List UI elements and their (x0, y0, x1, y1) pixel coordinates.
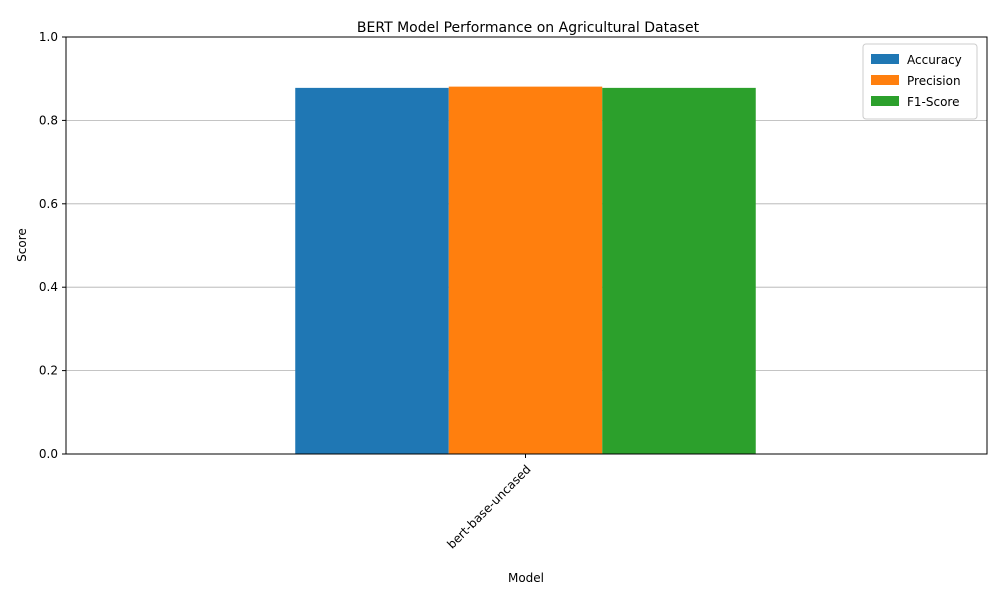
legend-swatch (871, 75, 899, 85)
x-tick-label: bert-base-uncased (444, 462, 533, 551)
y-tick-label: 1.0 (39, 30, 58, 44)
y-tick-label: 0.6 (39, 197, 58, 211)
legend-label: Accuracy (907, 53, 962, 67)
bar-f1-score (602, 87, 756, 455)
legend-swatch (871, 96, 899, 106)
bars (295, 86, 756, 455)
y-tick-label: 0.4 (39, 280, 58, 294)
x-axis-label: Model (508, 571, 544, 585)
legend: Accuracy Precision F1-Score (862, 43, 978, 120)
chart-title: BERT Model Performance on Agricultural D… (357, 20, 700, 36)
legend-label: Precision (907, 74, 961, 88)
y-tick-label: 0.0 (39, 447, 58, 461)
y-tick-label: 0.8 (39, 113, 58, 127)
plot-frame (65, 36, 988, 455)
x-axis-ticks: bert-base-uncased (444, 454, 534, 552)
legend-swatch (871, 54, 899, 64)
bar-accuracy (295, 87, 449, 455)
y-axis-label: Score (15, 228, 29, 262)
y-axis-ticks: 0.0 0.2 0.4 0.6 0.8 1.0 (39, 30, 66, 461)
y-tick-label: 0.2 (39, 364, 58, 378)
bar-precision (448, 86, 603, 455)
legend-label: F1-Score (907, 95, 959, 109)
